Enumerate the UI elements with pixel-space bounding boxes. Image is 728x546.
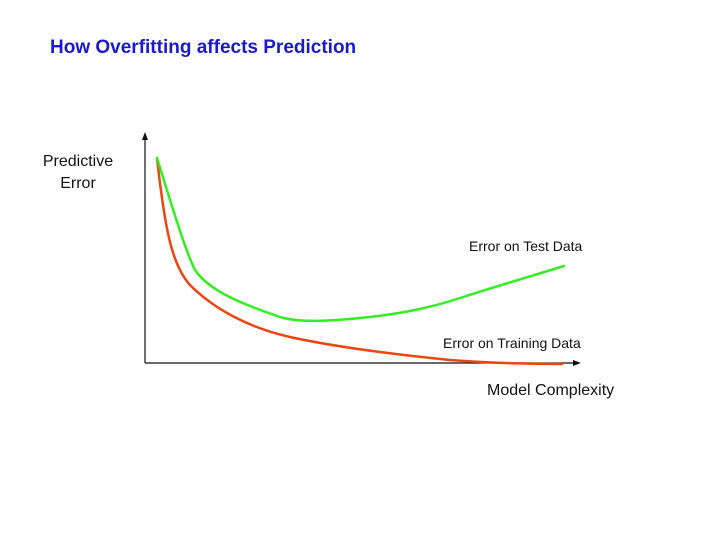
slide-title: How Overfitting affects Prediction [50,37,357,58]
y-axis-arrowhead [142,132,148,140]
training-error-label: Error on Training Data [443,335,581,351]
test-error-curve [155,156,566,323]
y-axis-label-line-2: Error [60,175,96,192]
y-axis-label-line-1: Predictive [42,153,114,170]
training-error-curve [155,156,564,366]
y-axis-label: Predictive Error [28,151,128,195]
x-axis-label: Model Complexity [487,382,615,399]
x-axis-arrowhead [573,360,581,366]
test-error-label: Error on Test Data [469,238,583,254]
